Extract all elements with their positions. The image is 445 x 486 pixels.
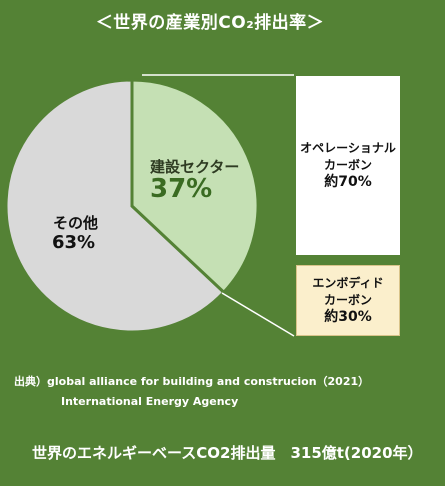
slice-value-other: 63% <box>52 232 96 253</box>
connector-line-bottom <box>221 292 295 337</box>
embodied-carbon-value: 約30% <box>324 309 372 325</box>
slice-label-construction: 建設セクター <box>150 158 240 176</box>
embodied-carbon-box: エンボディド カーボン 約30% <box>296 265 400 336</box>
slice-value-construction: 37% <box>150 174 213 204</box>
operational-carbon-label-2: カーボン <box>323 158 372 172</box>
source-citation: 出典）global alliance for building and cons… <box>14 375 370 388</box>
source-organization: International Energy Agency <box>61 395 239 408</box>
chart-title: ＜世界の産業別CO₂排出率＞ <box>95 13 325 33</box>
slice-label-other: その他 <box>53 214 99 232</box>
pie-slice-construction <box>130 78 260 295</box>
total-emissions-footnote: 世界のエネルギーベースCO2排出量 315億t(2020年） <box>32 444 423 462</box>
embodied-carbon-label-2: カーボン <box>323 293 372 307</box>
operational-carbon-box: オペレーショナル カーボン 約70% <box>296 76 400 255</box>
embodied-carbon-label-1: エンボディド <box>312 276 384 290</box>
pie-slice-other <box>4 78 226 334</box>
operational-carbon-label-1: オペレーショナル <box>300 141 396 155</box>
operational-carbon-value: 約70% <box>324 174 372 190</box>
